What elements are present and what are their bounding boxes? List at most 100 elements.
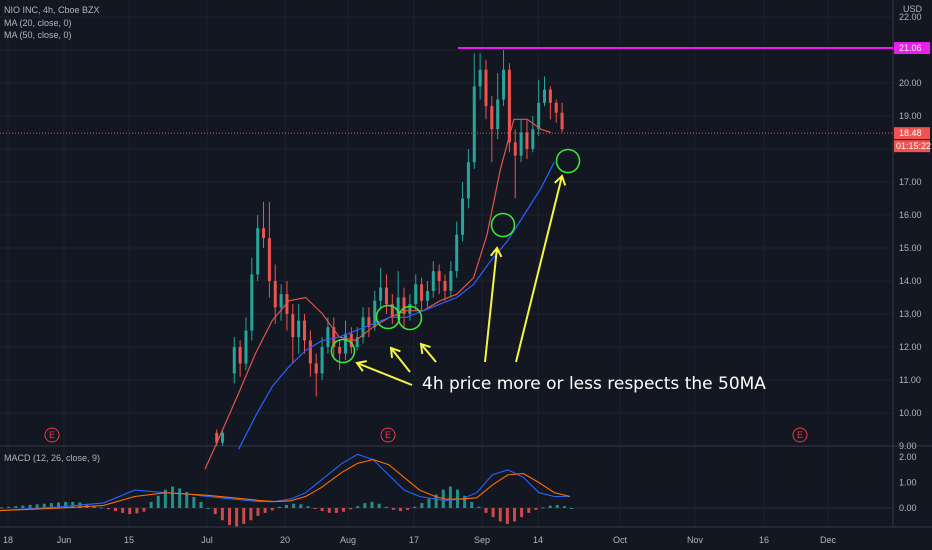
candle-up[interactable]: [379, 267, 383, 308]
arrow-shaft: [356, 362, 413, 386]
candle-body: [314, 363, 318, 374]
candle-up[interactable]: [431, 261, 435, 298]
candle-up[interactable]: [244, 317, 248, 371]
annotation-arrow[interactable]: [484, 246, 503, 363]
macd-hist-bar-positive: [470, 501, 474, 508]
candle-down[interactable]: [308, 330, 312, 377]
candle-down[interactable]: [332, 317, 336, 357]
candle-down[interactable]: [314, 353, 318, 397]
candle-up[interactable]: [461, 182, 465, 242]
macd-tick-label: 1.00: [899, 478, 917, 488]
candle-up[interactable]: [449, 261, 453, 298]
candle-up[interactable]: [502, 50, 506, 107]
earnings-marker[interactable]: E: [792, 427, 808, 443]
macd-hist-bar-positive: [384, 506, 388, 508]
candle-up[interactable]: [414, 274, 418, 311]
candle-up[interactable]: [478, 53, 482, 100]
touch-circle[interactable]: [375, 304, 401, 330]
candle-up[interactable]: [425, 281, 429, 308]
candle-up[interactable]: [250, 257, 254, 341]
arrow-head: [419, 342, 431, 355]
candle-up[interactable]: [531, 116, 535, 153]
arrow-shaft: [515, 175, 563, 363]
candle-down[interactable]: [390, 294, 394, 324]
candle-down[interactable]: [525, 119, 529, 159]
candle-down[interactable]: [548, 86, 552, 120]
candle-up[interactable]: [326, 317, 330, 354]
candle-up[interactable]: [496, 73, 500, 140]
candle-up[interactable]: [373, 290, 377, 331]
candle-down[interactable]: [267, 201, 271, 298]
candle-body: [338, 347, 342, 354]
candle-down[interactable]: [484, 59, 488, 120]
candle-body: [343, 333, 347, 354]
candle-up[interactable]: [543, 76, 547, 107]
candle-body: [548, 89, 552, 103]
earnings-marker[interactable]: E: [44, 427, 60, 443]
candle-down[interactable]: [420, 277, 424, 311]
candle-down[interactable]: [437, 264, 441, 295]
candle-up[interactable]: [537, 79, 541, 136]
macd-hist-bar-positive: [199, 501, 203, 508]
earnings-marker-label: E: [49, 430, 55, 440]
candle-up[interactable]: [297, 304, 301, 354]
price-tick-label: 15.00: [899, 243, 922, 253]
candle-down[interactable]: [513, 129, 517, 199]
signal-line[interactable]: [0, 459, 571, 512]
candle-down[interactable]: [490, 96, 494, 163]
annotation-arrows: [355, 174, 567, 386]
candle-down[interactable]: [285, 281, 289, 331]
touch-circle[interactable]: [330, 338, 356, 364]
macd-hist-bar-positive: [555, 504, 559, 508]
candle-down[interactable]: [291, 304, 295, 364]
candle-up[interactable]: [472, 53, 476, 169]
arrow-head: [554, 174, 567, 186]
touch-circle[interactable]: [490, 212, 516, 238]
touch-circle[interactable]: [555, 148, 581, 174]
ma-touch-circles: [330, 148, 581, 364]
candle-down[interactable]: [367, 307, 371, 338]
candle-up[interactable]: [455, 221, 459, 278]
candle-down[interactable]: [303, 314, 307, 354]
candle-down[interactable]: [273, 264, 277, 324]
candle-down[interactable]: [349, 327, 353, 354]
earnings-marker-circle: [792, 427, 808, 443]
candle-up[interactable]: [221, 429, 225, 447]
macd-hist-bar-positive: [178, 488, 182, 508]
macd-hist-bar-positive: [14, 506, 18, 508]
price-tick-label: 13.00: [899, 309, 922, 319]
touch-circle[interactable]: [397, 305, 423, 331]
candle-down[interactable]: [443, 274, 447, 301]
candle-down[interactable]: [262, 201, 266, 248]
candle-up[interactable]: [256, 215, 260, 281]
macd-hist-bar-positive: [277, 506, 281, 508]
candle-down[interactable]: [238, 340, 242, 377]
macd-hist-bar-positive: [85, 503, 89, 508]
annotation-arrow[interactable]: [515, 174, 567, 363]
candle-body: [425, 290, 429, 301]
candle-up[interactable]: [466, 149, 470, 209]
price-tick-label: 20.00: [899, 78, 922, 88]
candle-up[interactable]: [232, 337, 236, 384]
candle-down[interactable]: [554, 99, 558, 123]
earnings-marker[interactable]: E: [380, 427, 396, 443]
candle-body: [349, 333, 353, 347]
candle-down[interactable]: [384, 274, 388, 314]
macd-hist-bar-positive: [71, 501, 75, 508]
candle-down[interactable]: [560, 102, 564, 133]
annotation-arrow[interactable]: [355, 360, 413, 386]
ma50-legend[interactable]: MA (50, close, 0): [4, 30, 72, 40]
macd-legend[interactable]: MACD (12, 26, close, 9): [4, 453, 101, 463]
annotation-arrow[interactable]: [389, 346, 411, 373]
candle-up[interactable]: [320, 337, 324, 380]
candle-up[interactable]: [519, 119, 523, 163]
candle-up[interactable]: [355, 327, 359, 351]
last-price-tag: [894, 127, 930, 140]
symbol-legend[interactable]: NIO INC, 4h, Cboe BZX: [4, 5, 100, 15]
ma20-legend[interactable]: MA (20, close, 0): [4, 18, 72, 28]
annotation-arrow[interactable]: [419, 342, 437, 363]
candle-up[interactable]: [279, 284, 283, 321]
time-tick-label: Jun: [57, 535, 72, 545]
candle-down[interactable]: [338, 340, 342, 371]
